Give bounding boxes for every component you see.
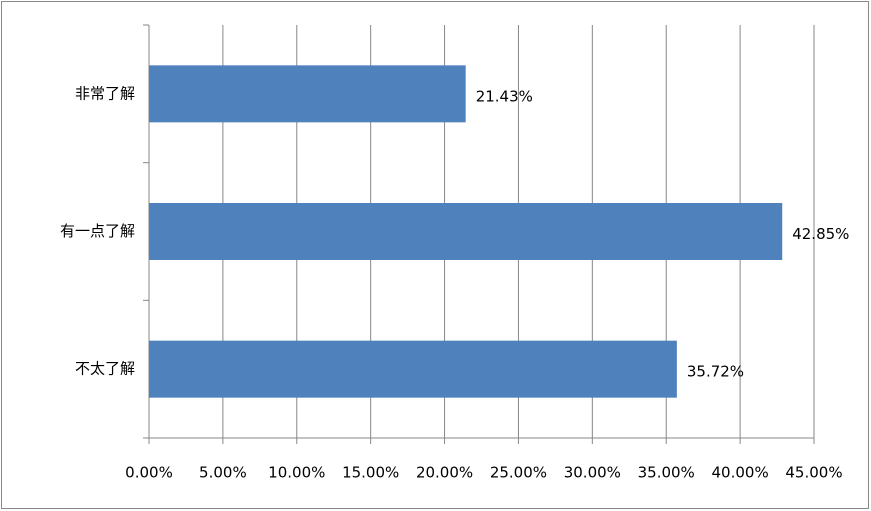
bar — [149, 203, 783, 260]
x-tick-label: 10.00% — [268, 464, 325, 482]
x-tick-label: 30.00% — [564, 464, 621, 482]
x-tick-label: 45.00% — [785, 464, 842, 482]
y-tick-label: 有一点了解 — [60, 222, 135, 240]
bar — [149, 65, 466, 123]
x-tick-label: 15.00% — [342, 464, 399, 482]
value-label: 21.43% — [476, 87, 533, 105]
value-label: 42.85% — [792, 225, 849, 243]
value-label: 35.72% — [687, 363, 744, 381]
x-tick-label: 20.00% — [416, 464, 473, 482]
x-tick-label: 40.00% — [712, 464, 769, 482]
x-tick-label: 25.00% — [490, 464, 547, 482]
bar — [149, 340, 677, 398]
y-tick-label: 不太了解 — [75, 360, 135, 378]
x-tick-label: 35.00% — [638, 464, 695, 482]
x-tick-label: 0.00% — [125, 464, 173, 482]
x-tick-label: 5.00% — [199, 464, 247, 482]
y-tick-label: 非常了解 — [75, 84, 135, 102]
